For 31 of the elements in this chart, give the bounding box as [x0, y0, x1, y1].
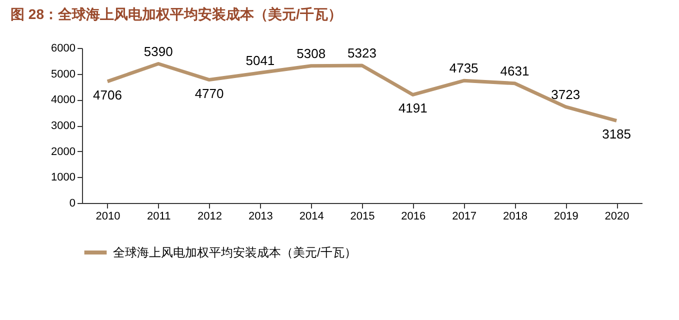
data-label: 4735: [449, 60, 478, 76]
y-tick-label: 4000: [51, 94, 76, 106]
y-tick-label: 2000: [51, 146, 76, 158]
y-tick-label: 5000: [51, 68, 76, 80]
data-label: 5390: [144, 44, 173, 59]
data-label: 4191: [398, 100, 428, 116]
data-label: 5308: [296, 46, 326, 61]
data-label: 5041: [246, 52, 275, 68]
y-tick-label: 1000: [51, 172, 76, 184]
legend-label: 全球海上风电加权平均安装成本（美元/千瓦）: [113, 246, 356, 260]
y-tick-label: 6000: [51, 42, 76, 54]
data-label: 4770: [194, 86, 224, 101]
x-tick-label: 2018: [502, 210, 528, 222]
x-tick-label: 2016: [401, 210, 426, 222]
y-tick-label: 0: [69, 198, 76, 210]
x-tick-label: 2017: [452, 210, 477, 222]
x-tick-label: 2013: [248, 210, 273, 222]
y-tick-label: 3000: [51, 120, 76, 132]
x-tick-label: 2011: [147, 210, 171, 222]
chart-title: 图 28：全球海上风电加权平均安装成本（美元/千瓦）: [10, 6, 342, 22]
x-tick-label: 2012: [198, 210, 222, 222]
x-tick-label: 2020: [604, 210, 630, 222]
x-tick-label: 2010: [96, 210, 120, 222]
x-tick-label: 2015: [350, 210, 375, 222]
data-label: 3185: [602, 126, 632, 142]
x-tick-label: 2019: [554, 210, 578, 222]
data-label: 4631: [500, 63, 530, 78]
data-label: 5323: [348, 45, 376, 60]
x-tick-label: 2014: [299, 210, 324, 222]
data-label: 4706: [92, 87, 122, 102]
data-label: 3723: [551, 86, 580, 102]
